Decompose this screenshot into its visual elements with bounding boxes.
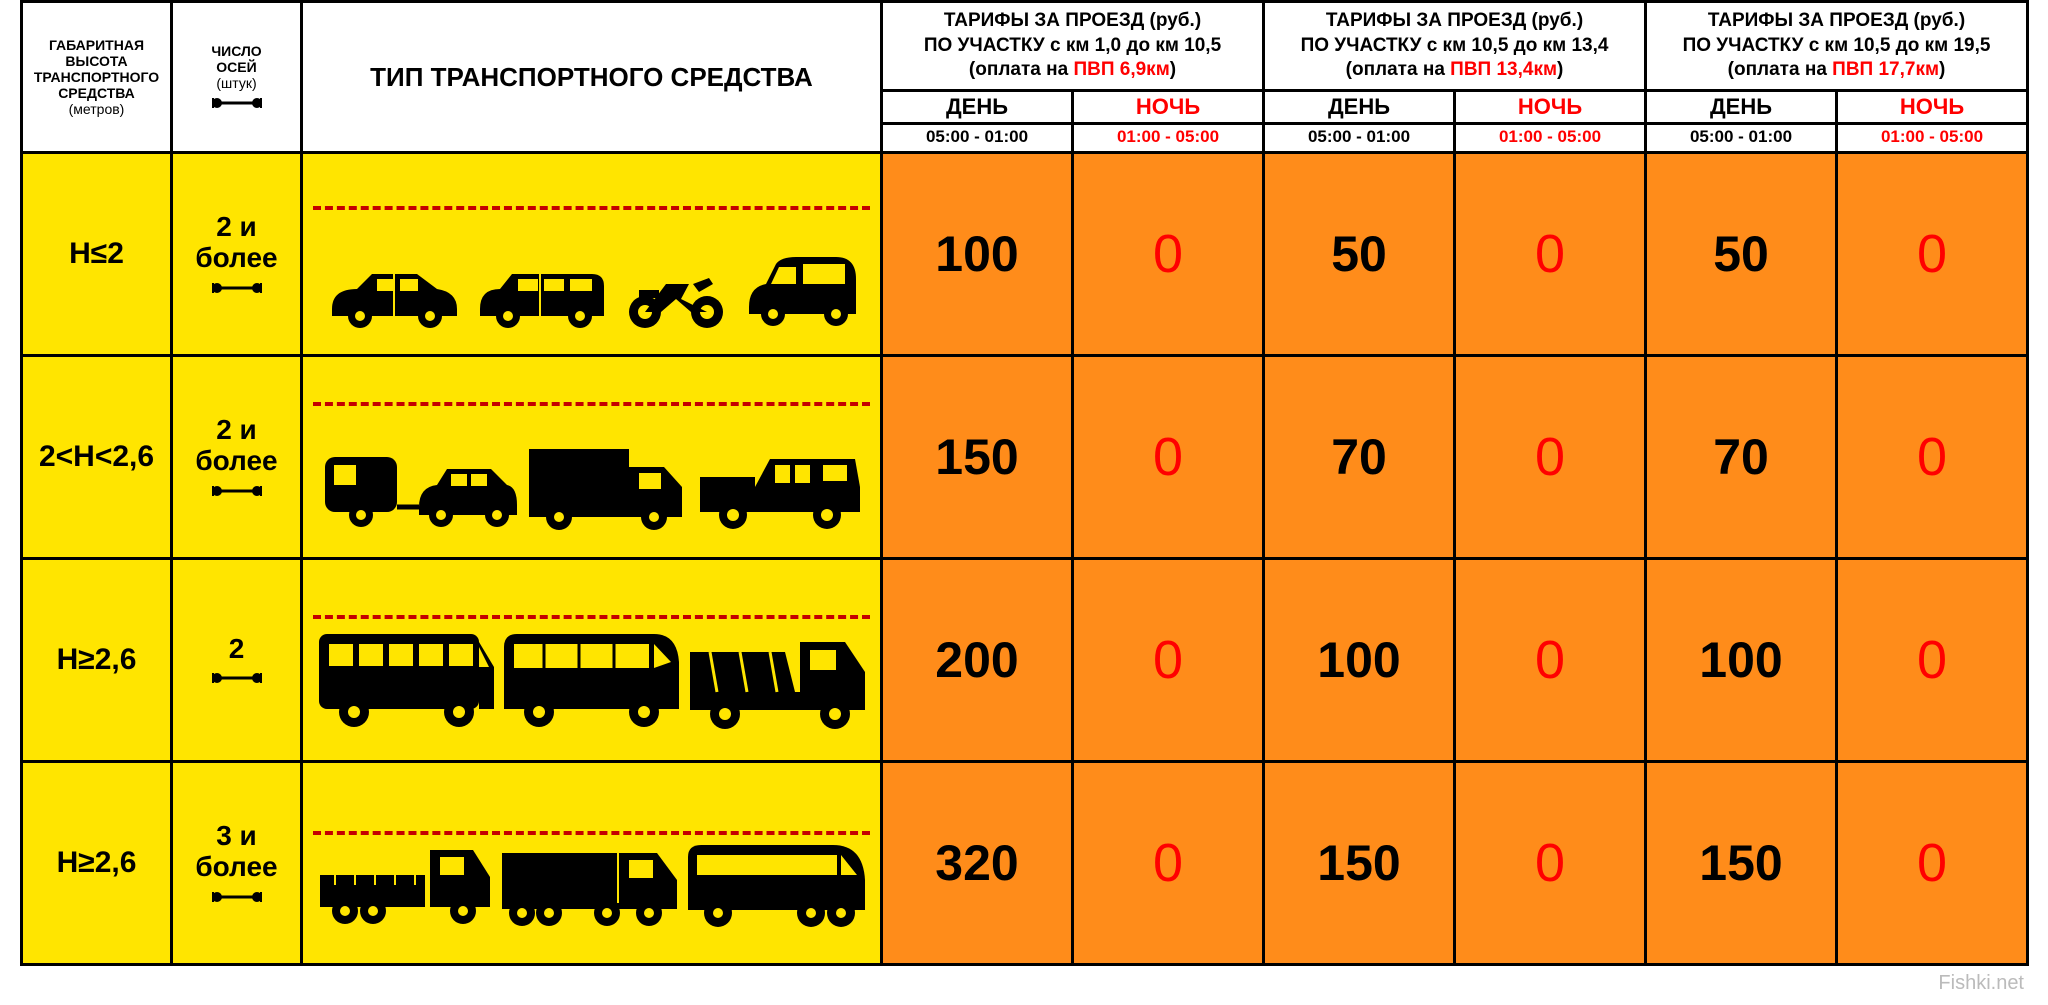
- minibus-icon: [314, 622, 499, 732]
- axle-icon: [211, 670, 263, 686]
- price-day: 70: [1646, 356, 1837, 559]
- price-day: 100: [1264, 559, 1455, 762]
- price-day: 150: [1646, 762, 1837, 965]
- cell-height: 2<H<2,6: [22, 356, 172, 559]
- col-header-height: ГАБАРИТНАЯ ВЫСОТА ТРАНСПОРТНОГО СРЕДСТВА…: [22, 2, 172, 153]
- axle-icon: [211, 280, 263, 296]
- table-header: ГАБАРИТНАЯ ВЫСОТА ТРАНСПОРТНОГО СРЕДСТВА…: [22, 2, 2028, 153]
- price-day: 100: [1646, 559, 1837, 762]
- price-night: 0: [1837, 356, 2028, 559]
- minicar-icon: [741, 249, 861, 334]
- night-label: НОЧЬ: [1455, 91, 1646, 124]
- price-night: 0: [1837, 762, 2028, 965]
- price-day: 100: [882, 153, 1073, 356]
- table-body: H≤2 2 иболее 100 0 50 0: [22, 153, 2028, 965]
- price-night: 0: [1455, 153, 1646, 356]
- price-night: 0: [1837, 153, 2028, 356]
- motorcycle-icon: [621, 254, 731, 334]
- cell-vehicle-type: [302, 153, 882, 356]
- day-time: 05:00 - 01:00: [1646, 124, 1837, 153]
- price-day: 50: [1646, 153, 1837, 356]
- night-label: НОЧЬ: [1073, 91, 1264, 124]
- night-time: 01:00 - 05:00: [1073, 124, 1264, 153]
- table-row: H≥2,6 2 200 0 100 0 100 0: [22, 559, 2028, 762]
- bus-icon: [499, 622, 684, 732]
- price-night: 0: [1455, 559, 1646, 762]
- table-row: 2<H<2,6 2 иболее 150 0 70 0 70: [22, 356, 2028, 559]
- day-label: ДЕНЬ: [1264, 91, 1455, 124]
- price-night: 0: [1073, 356, 1264, 559]
- pickup-icon: [695, 437, 865, 537]
- price-day: 150: [1264, 762, 1455, 965]
- flatbed-truck-icon: [315, 835, 495, 935]
- day-label: ДЕНЬ: [1646, 91, 1837, 124]
- price-night: 0: [1073, 762, 1264, 965]
- box-van-icon: [524, 437, 689, 537]
- price-day: 150: [882, 356, 1073, 559]
- day-time: 05:00 - 01:00: [1264, 124, 1455, 153]
- watermark: Fishki.net: [0, 966, 2048, 1005]
- tariff-table: ГАБАРИТНАЯ ВЫСОТА ТРАНСПОРТНОГО СРЕДСТВА…: [20, 0, 2029, 966]
- price-day: 200: [882, 559, 1073, 762]
- cell-axles: 2 иболее: [172, 153, 302, 356]
- night-time: 01:00 - 05:00: [1837, 124, 2028, 153]
- day-label: ДЕНЬ: [882, 91, 1073, 124]
- price-night: 0: [1837, 559, 2028, 762]
- coach-bus-icon: [683, 835, 868, 935]
- cell-axles: 2 иболее: [172, 356, 302, 559]
- table-row: H≥2,6 3 иболее 320 0 150 0 150: [22, 762, 2028, 965]
- price-night: 0: [1455, 356, 1646, 559]
- cell-height: H≥2,6: [22, 762, 172, 965]
- axle-icon: [211, 889, 263, 905]
- price-day: 320: [882, 762, 1073, 965]
- cell-axles: 3 иболее: [172, 762, 302, 965]
- dump-truck-icon: [685, 622, 870, 732]
- car-trailer-icon: [319, 437, 519, 537]
- cell-height: H≥2,6: [22, 559, 172, 762]
- price-day: 70: [1264, 356, 1455, 559]
- price-night: 0: [1073, 559, 1264, 762]
- night-label: НОЧЬ: [1837, 91, 2028, 124]
- price-night: 0: [1073, 153, 1264, 356]
- price-night: 0: [1455, 762, 1646, 965]
- sedan-icon: [322, 254, 462, 334]
- axle-icon: [211, 95, 263, 111]
- cell-vehicle-type: [302, 356, 882, 559]
- section-header-1: ТАРИФЫ ЗА ПРОЕЗД (руб.) ПО УЧАСТКУ с км …: [1264, 2, 1646, 91]
- col-header-type: ТИП ТРАНСПОРТНОГО СРЕДСТВА: [302, 2, 882, 153]
- semi-truck-icon: [497, 835, 682, 935]
- wagon-icon: [472, 254, 612, 334]
- price-day: 50: [1264, 153, 1455, 356]
- cell-height: H≤2: [22, 153, 172, 356]
- col-header-axles: ЧИСЛО ОСЕЙ (штук): [172, 2, 302, 153]
- cell-vehicle-type: [302, 559, 882, 762]
- cell-vehicle-type: [302, 762, 882, 965]
- night-time: 01:00 - 05:00: [1455, 124, 1646, 153]
- cell-axles: 2: [172, 559, 302, 762]
- day-time: 05:00 - 01:00: [882, 124, 1073, 153]
- section-header-0: ТАРИФЫ ЗА ПРОЕЗД (руб.) ПО УЧАСТКУ с км …: [882, 2, 1264, 91]
- section-header-2: ТАРИФЫ ЗА ПРОЕЗД (руб.) ПО УЧАСТКУ с км …: [1646, 2, 2028, 91]
- axle-icon: [211, 483, 263, 499]
- table-row: H≤2 2 иболее 100 0 50 0: [22, 153, 2028, 356]
